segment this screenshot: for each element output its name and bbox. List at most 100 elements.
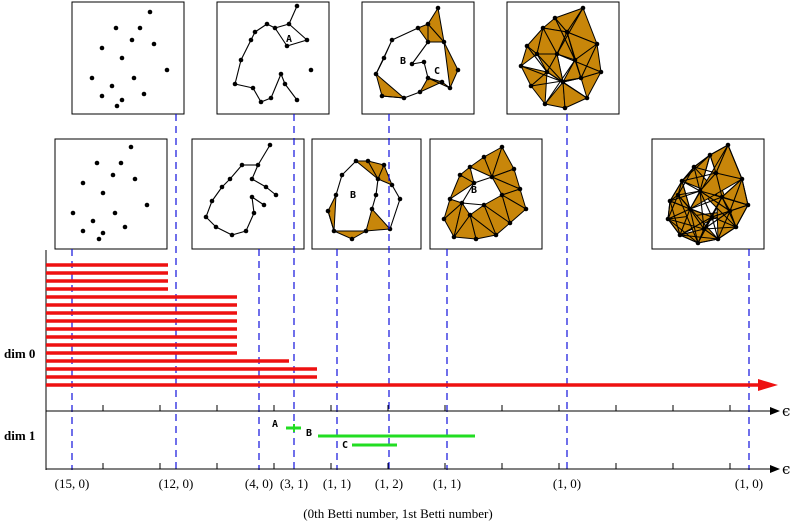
point	[308, 67, 314, 73]
point	[701, 226, 707, 232]
point	[268, 95, 274, 101]
edge	[546, 71, 588, 99]
point	[267, 142, 273, 148]
point	[594, 41, 600, 47]
point	[534, 51, 540, 57]
triangle	[427, 77, 451, 89]
point	[94, 160, 100, 166]
edge	[711, 216, 737, 228]
point	[725, 142, 731, 148]
edge	[677, 194, 691, 210]
edge	[717, 226, 737, 240]
edge	[667, 218, 699, 244]
point	[665, 216, 671, 222]
point	[709, 214, 715, 220]
point	[675, 192, 681, 198]
point	[96, 236, 102, 242]
point	[715, 236, 721, 242]
point	[554, 51, 560, 57]
edge	[335, 174, 343, 196]
betti-pair-label: (3, 1)	[280, 476, 308, 491]
dim0-bar-arrow	[758, 379, 778, 391]
point	[727, 208, 733, 214]
point	[339, 172, 345, 178]
edge	[251, 196, 265, 206]
point	[365, 158, 371, 164]
point	[325, 208, 331, 214]
edge	[240, 39, 252, 61]
point	[70, 210, 76, 216]
triangle	[536, 26, 558, 55]
edge	[681, 172, 717, 182]
point	[238, 57, 244, 63]
panel-bottom-2	[191, 138, 305, 250]
panel-top-1	[71, 1, 185, 115]
point	[745, 202, 751, 208]
edge	[566, 31, 582, 79]
edge	[231, 230, 247, 236]
footer-caption: (0th Betti number, 1st Betti number)	[303, 506, 492, 521]
bar-label-b: B	[306, 428, 312, 439]
point	[294, 97, 300, 103]
point	[110, 172, 116, 178]
point	[489, 174, 495, 180]
point	[203, 214, 209, 220]
betti-pair-label: (1, 1)	[323, 476, 351, 491]
edge	[689, 190, 701, 210]
edge	[461, 202, 485, 206]
dim0-label: dim 0	[4, 346, 35, 361]
edge	[327, 210, 335, 232]
edge	[211, 186, 223, 202]
point	[151, 41, 157, 47]
point	[100, 230, 106, 236]
edge	[681, 180, 701, 192]
edge	[251, 196, 255, 214]
point	[451, 234, 457, 240]
point	[481, 202, 487, 208]
point	[471, 180, 477, 186]
edge	[729, 210, 737, 228]
edge	[252, 87, 262, 103]
point	[219, 184, 225, 190]
edge	[530, 77, 582, 87]
edge	[689, 208, 705, 230]
betti-pair-label: (1, 2)	[375, 476, 403, 491]
edge	[679, 208, 691, 236]
triangle	[365, 207, 392, 232]
point	[447, 196, 453, 202]
dim1-label: dim 1	[4, 428, 35, 443]
point	[580, 5, 586, 11]
point	[523, 206, 529, 212]
edge	[556, 7, 584, 55]
point	[333, 192, 339, 198]
edge	[699, 190, 713, 218]
point	[473, 236, 479, 242]
edge	[689, 208, 713, 218]
edge	[679, 228, 705, 236]
point	[499, 144, 505, 150]
edge	[703, 228, 719, 240]
point	[679, 178, 685, 184]
edge	[274, 27, 288, 47]
edge	[699, 190, 731, 212]
point	[258, 99, 264, 105]
bar-label-c: C	[342, 440, 348, 451]
point	[677, 232, 683, 238]
point	[381, 162, 387, 168]
point	[564, 29, 570, 35]
point	[373, 71, 379, 77]
panel-contents: A B C B B	[70, 3, 751, 246]
point	[397, 196, 403, 202]
edge	[389, 198, 401, 230]
point	[209, 198, 215, 204]
edge	[544, 59, 576, 105]
edge	[520, 65, 564, 83]
point	[304, 37, 310, 43]
point	[141, 91, 147, 97]
edge	[721, 178, 743, 198]
edge	[721, 196, 731, 212]
point	[517, 186, 523, 192]
edge	[251, 178, 267, 188]
edge	[341, 160, 357, 176]
